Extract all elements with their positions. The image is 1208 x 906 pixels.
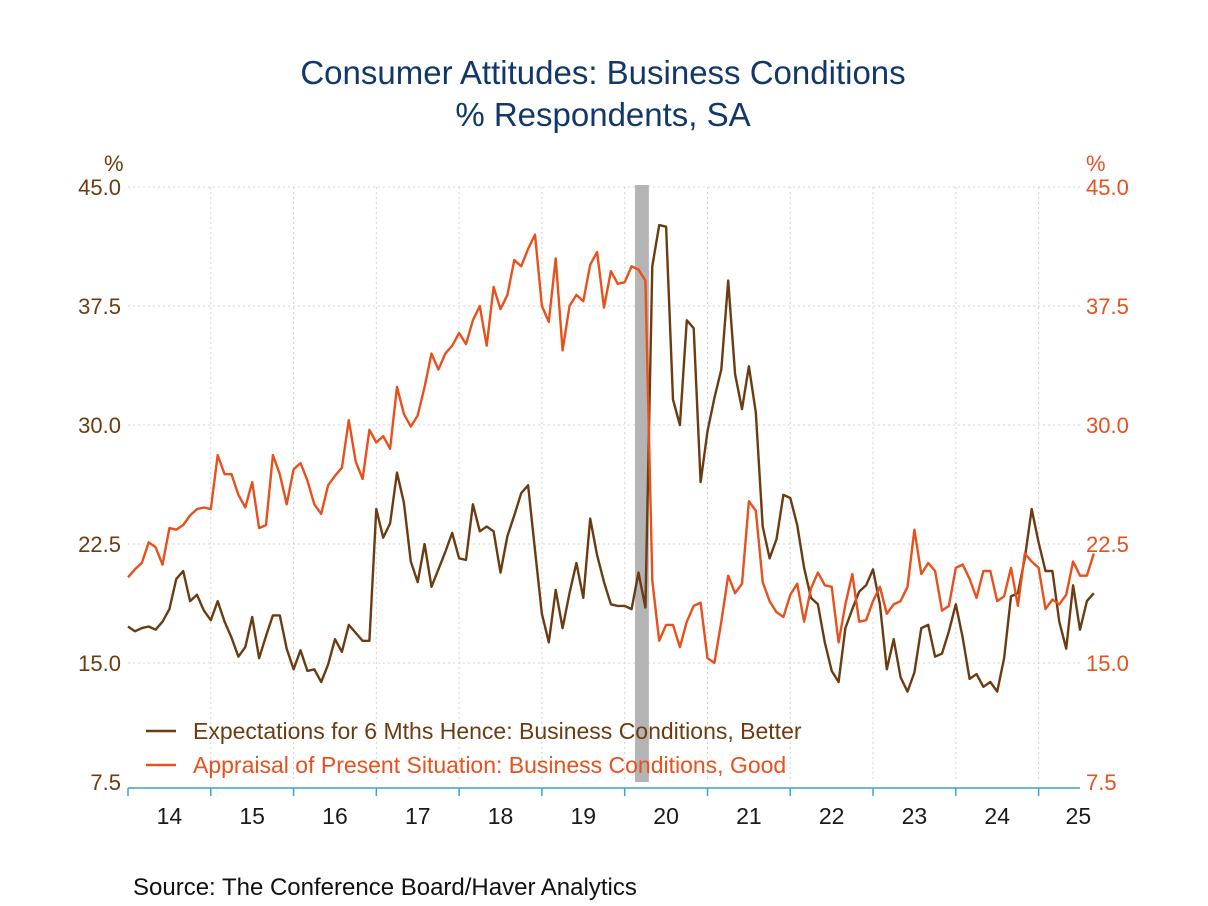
x-tick-label: 20 [653,803,679,829]
x-tick-label: 16 [322,803,348,829]
left-y-tick-label: 45.0 [78,175,121,200]
right-axis-unit-label: % [1086,151,1106,176]
x-tick-label: 14 [157,803,183,829]
x-tick-label: 21 [736,803,762,829]
x-tick-label: 24 [984,803,1010,829]
recession-shading [635,185,649,782]
right-y-tick-label: 15.0 [1086,651,1129,676]
chart-subtitle: % Respondents, SA [455,96,750,133]
legend-label-expectations: Expectations for 6 Mths Hence: Business … [193,718,802,744]
right-y-tick-label: 7.5 [1086,770,1117,795]
series-line-appraisal [127,233,1095,665]
series-lines [127,223,1095,693]
series-line-expectations [127,223,1095,693]
x-tick-label: 19 [571,803,597,829]
right-y-tick-label: 22.5 [1086,532,1129,557]
chart-title: Consumer Attitudes: Business Conditions [300,54,905,91]
x-tick-label: 23 [902,803,928,829]
legend-label-appraisal: Appraisal of Present Situation: Business… [193,752,786,778]
left-y-tick-label: 7.5 [90,770,121,795]
x-tick-label: 17 [405,803,431,829]
legend: Expectations for 6 Mths Hence: Business … [146,718,802,778]
left-y-tick-label: 15.0 [78,651,121,676]
left-axis-unit-label: % [104,151,124,176]
left-y-tick-label: 30.0 [78,413,121,438]
right-axis-ticks: 45.0 37.5 30.0 22.5 15.0 7.5 [1086,175,1129,795]
right-y-tick-label: 45.0 [1086,175,1129,200]
x-axis: 14 15 16 17 18 19 20 21 22 23 24 25 [127,787,1092,829]
x-tick-label: 18 [488,803,514,829]
left-y-tick-label: 37.5 [78,294,121,319]
right-y-tick-label: 30.0 [1086,413,1129,438]
left-axis-ticks: 45.0 37.5 30.0 22.5 15.0 7.5 [78,175,121,795]
left-y-tick-label: 22.5 [78,532,121,557]
x-tick-label: 25 [1066,803,1092,829]
source-note: Source: The Conference Board/Haver Analy… [133,874,637,901]
right-y-tick-label: 37.5 [1086,294,1129,319]
x-tick-label: 22 [819,803,845,829]
x-tick-label: 15 [239,803,265,829]
